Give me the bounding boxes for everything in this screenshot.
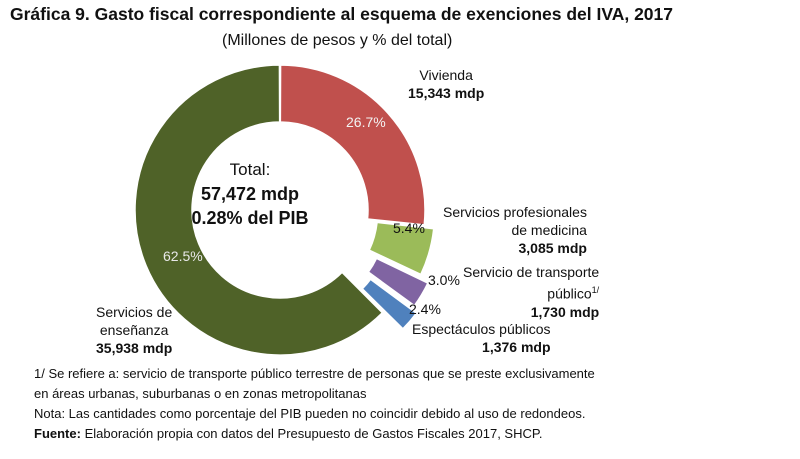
center-pib-share: 0.28% del PIB: [191, 208, 309, 228]
slice-espectaculos: [361, 278, 418, 330]
rounding-note: Nota: Las cantidades como porcentaje del…: [34, 406, 586, 421]
label-espectaculos-name: Espectáculos públicos: [412, 321, 551, 337]
pct-vivienda: 26.7%: [346, 114, 386, 130]
label-transporte-name-1: Servicio de transporte: [463, 264, 600, 280]
slice-ensenanza: [134, 64, 384, 356]
slice-medicina: [368, 221, 435, 276]
label-vivienda: Vivienda 15,343 mdp: [408, 66, 484, 102]
label-espectaculos-value: 1,376 mdp: [482, 339, 551, 355]
pct-medicina: 5.4%: [393, 220, 425, 236]
label-medicina-name-2: de medicina: [511, 222, 587, 238]
label-ensenanza-name-1: Servicios de: [96, 304, 173, 320]
donut-center-label: Total: 57,472 mdp 0.28% del PIB: [175, 158, 325, 230]
source-label: Fuente:: [34, 426, 81, 441]
chart-subtitle: (Millones de pesos y % del total): [222, 32, 453, 49]
slice-transporte: [367, 257, 429, 307]
label-ensenanza-value: 35,938 mdp: [96, 340, 173, 356]
pct-transporte: 3.0%: [428, 272, 460, 288]
chart-notes: 1/ Se refiere a: servicio de transporte …: [34, 364, 794, 444]
label-vivienda-name: Vivienda: [419, 67, 473, 83]
label-transporte-footnote-mark: 1/: [591, 285, 600, 295]
label-medicina-name-1: Servicios profesionales: [443, 204, 587, 220]
label-transporte-name-2: público: [547, 285, 592, 302]
center-total-value: 57,472 mdp: [200, 184, 300, 204]
label-ensenanza: Servicios de enseñanza 35,938 mdp: [96, 303, 172, 357]
chart-title: Gráfica 9. Gasto fiscal correspondiente …: [10, 4, 674, 24]
footnote-1-line-2: en áreas urbanas, suburbanas o en zonas …: [34, 386, 367, 401]
footnote-1-line-1: 1/ Se refiere a: servicio de transporte …: [34, 366, 595, 381]
source-note: Fuente: Elaboración propia con datos del…: [34, 424, 794, 444]
label-espectaculos: Espectáculos públicos 1,376 mdp: [412, 320, 551, 356]
slice-vivienda: [279, 64, 426, 226]
label-ensenanza-name-2: enseñanza: [99, 322, 169, 338]
pct-espectaculos: 2.4%: [409, 301, 441, 317]
pct-ensenanza: 62.5%: [163, 248, 203, 264]
label-medicina: Servicios profesionales de medicina 3,08…: [443, 203, 587, 257]
label-transporte: Servicio de transporte público1/ 1,730 m…: [463, 263, 599, 321]
label-transporte-name-2-wrap: público1/: [463, 281, 599, 303]
label-transporte-value: 1,730 mdp: [530, 303, 600, 320]
center-total-label: Total:: [229, 160, 271, 179]
label-medicina-value: 3,085 mdp: [518, 240, 587, 256]
source-text: Elaboración propia con datos del Presupu…: [80, 426, 543, 441]
label-vivienda-value: 15,343 mdp: [408, 85, 485, 101]
